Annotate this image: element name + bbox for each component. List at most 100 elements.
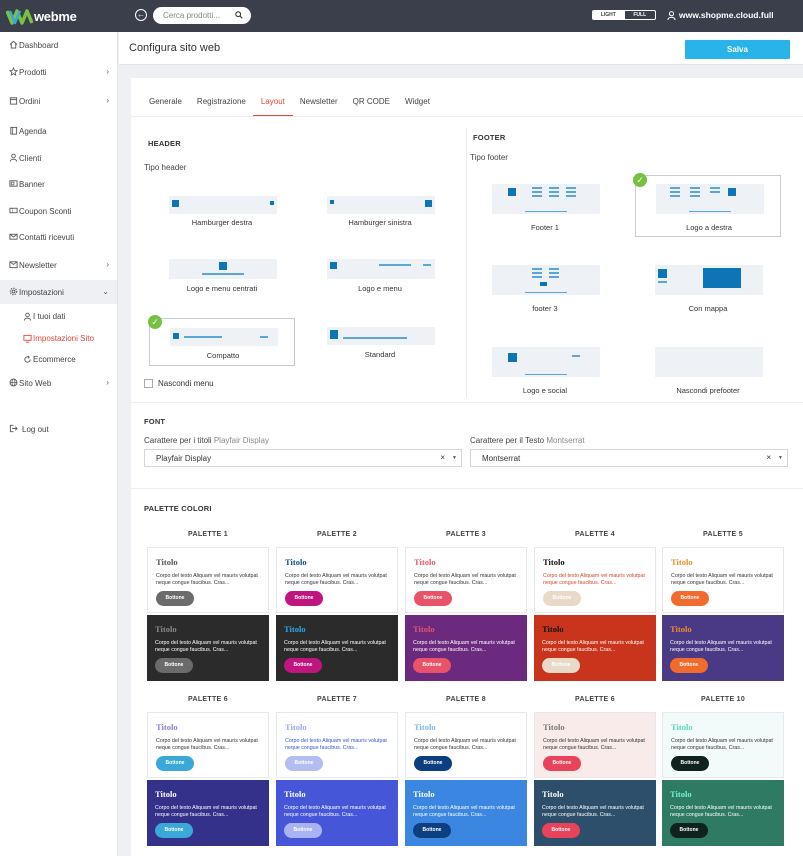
- footer-option-label: Logo e social: [522, 386, 568, 395]
- search-icon[interactable]: [235, 11, 243, 19]
- footer-option-label: Logo a destra: [686, 223, 732, 232]
- sidebar-item-banner[interactable]: Banner: [0, 172, 117, 196]
- sidebar-sub-tuoi-dati[interactable]: I tuoi dati: [0, 307, 117, 325]
- footer-option-footer-1[interactable]: Footer 1: [472, 176, 618, 238]
- sidebar-item-label: Newsletter: [19, 260, 57, 270]
- sample-title: Titolo: [414, 557, 436, 567]
- section-divider: [131, 402, 803, 403]
- sidebar-item-coupon[interactable]: Coupon Sconti: [0, 199, 117, 223]
- chevron-down-icon[interactable]: ▼: [452, 455, 457, 461]
- user-icon: [23, 312, 32, 321]
- sample-title: Titolo: [543, 722, 565, 732]
- sample-button: Bottone: [413, 823, 451, 838]
- sample-body: Corpo del testo Aliquam vel mauris volut…: [155, 640, 257, 653]
- footer-option-footer-3[interactable]: footer 3: [472, 257, 618, 319]
- search-box: [153, 7, 251, 24]
- palette-dark-preview: Titolo Corpo del testo Aliquam vel mauris…: [534, 780, 656, 846]
- sidebar-item-label: Clienti: [19, 153, 42, 163]
- footer-option-con-mappa[interactable]: Con mappa: [635, 257, 781, 319]
- palette-name: PALETTE 2: [317, 531, 357, 538]
- tab-layout[interactable]: Layout: [252, 94, 293, 116]
- section-divider-vertical: [466, 128, 467, 398]
- sample-title: Titolo: [156, 722, 178, 732]
- text-font-select[interactable]: Montserrat × ▼: [470, 449, 788, 467]
- sidebar-item-sito-web[interactable]: Sito Web ›: [0, 371, 117, 395]
- header-preview: [327, 196, 435, 214]
- logo[interactable]: webme: [6, 8, 77, 25]
- sidebar-item-clienti[interactable]: Clienti: [0, 146, 117, 170]
- sample-button: Bottone: [414, 756, 452, 771]
- header-option-logo-e-menu[interactable]: Logo e menu: [307, 256, 453, 304]
- search-input[interactable]: [163, 7, 233, 24]
- sample-button: Bottone: [671, 756, 709, 771]
- brand-name: webme: [34, 9, 77, 24]
- save-button[interactable]: Salva: [685, 40, 790, 59]
- sample-body: Corpo del testo Aliquam vel mauris volut…: [156, 738, 258, 751]
- sidebar-item-newsletter[interactable]: Newsletter ›: [0, 253, 117, 277]
- sidebar-item-contatti[interactable]: Contatti ricevuti: [0, 225, 117, 249]
- sample-title: Titolo: [414, 722, 436, 732]
- header-option-compatto[interactable]: Compatto: [149, 318, 295, 366]
- sidebar-item-impostazioni[interactable]: Impostazioni ⌄: [0, 280, 117, 304]
- mail-icon: [9, 233, 18, 240]
- palette-name: PALETTE 6: [575, 696, 615, 703]
- back-arrow-icon[interactable]: ←: [135, 9, 147, 21]
- chevron-right-icon: ›: [106, 378, 109, 387]
- header-option-hamburger-destra[interactable]: Hamburger destra: [149, 191, 295, 239]
- light-full-toggle[interactable]: LIGHT FULL: [592, 10, 656, 20]
- tab-generale[interactable]: Generale: [149, 97, 182, 106]
- hide-menu-checkbox[interactable]: [144, 379, 153, 388]
- sidebar-item-label: Log out: [22, 424, 49, 434]
- clear-icon[interactable]: ×: [440, 453, 445, 462]
- tab-qr-code[interactable]: QR CODE: [352, 97, 391, 106]
- sidebar-item-logout[interactable]: Log out: [0, 417, 117, 441]
- sidebar-item-agenda[interactable]: Agenda: [0, 119, 117, 143]
- sample-button: Bottone: [156, 756, 194, 771]
- sidebar-item-prodotti[interactable]: Prodotti ›: [0, 60, 117, 84]
- header-option-label: Hamburger sinistra: [348, 218, 412, 227]
- footer-preview: [492, 265, 600, 295]
- footer-option-logo-e-social[interactable]: Logo e social: [472, 339, 618, 401]
- tab-widget[interactable]: Widget: [405, 97, 430, 106]
- sample-body: Corpo del testo Aliquam vel mauris volut…: [670, 640, 772, 653]
- sidebar-sub-ecommerce[interactable]: Ecommerce: [0, 350, 117, 368]
- header-option-hamburger-sinistra[interactable]: Hamburger sinistra: [307, 191, 453, 239]
- hide-menu-label: Nascondi menu: [158, 379, 214, 388]
- header-type-label: Tipo header: [144, 163, 187, 172]
- sample-button: Bottone: [670, 658, 708, 673]
- sample-button: Bottone: [414, 591, 452, 606]
- palette-name: PALETTE 3: [446, 531, 486, 538]
- sample-button: Bottone: [542, 823, 580, 838]
- header-option-logo-menu-centrati[interactable]: Logo e menu centrati: [149, 256, 295, 304]
- sample-body: Corpo del testo Aliquam vel mauris volut…: [542, 640, 644, 653]
- sidebar-sub-impostazioni-sito[interactable]: Impostazioni Sito: [0, 329, 117, 347]
- header-option-standard[interactable]: Standard: [307, 318, 453, 366]
- sidebar-item-dashboard[interactable]: Dashboard: [0, 33, 117, 57]
- sidebar-sub-label: I tuoi dati: [33, 311, 66, 321]
- titles-font-select[interactable]: Playfair Display × ▼: [144, 449, 462, 467]
- sidebar-item-ordini[interactable]: Ordini ›: [0, 89, 117, 113]
- mode-full[interactable]: FULL: [623, 11, 656, 19]
- tab-newsletter[interactable]: Newsletter: [299, 97, 338, 106]
- text-font-value: Montserrat: [482, 454, 521, 463]
- footer-option-logo-a-destra[interactable]: Logo a destra: [635, 175, 781, 237]
- store-user[interactable]: www.shopme.cloud.full: [667, 10, 774, 20]
- sidebar-item-label: Ordini: [19, 96, 41, 106]
- palette-light-preview: Titolo Corpo del testo Aliquam vel mauris…: [662, 712, 784, 778]
- footer-option-nascondi-prefooter[interactable]: Nascondi prefooter: [635, 339, 781, 401]
- chevron-down-icon[interactable]: ▼: [778, 455, 783, 461]
- palette-light-preview: Titolo Corpo del testo Aliquam vel mauris…: [147, 712, 269, 778]
- footer-option-label: Nascondi prefooter: [676, 386, 740, 395]
- sample-title: Titolo: [543, 557, 565, 567]
- mode-light[interactable]: LIGHT: [593, 11, 624, 19]
- hide-menu-option[interactable]: Nascondi menu: [144, 379, 214, 388]
- palette-name: PALETTE 8: [446, 696, 486, 703]
- sample-title: Titolo: [155, 624, 177, 634]
- clear-icon[interactable]: ×: [766, 453, 771, 462]
- palette-dark-preview: Titolo Corpo del testo Aliquam vel mauris…: [662, 615, 784, 681]
- sample-body: Corpo del testo Aliquam vel mauris volut…: [285, 573, 387, 586]
- logout-icon: [9, 424, 18, 433]
- tab-registrazione[interactable]: Registrazione: [196, 97, 246, 106]
- palette-dark-preview: Titolo Corpo del testo Aliquam vel mauris…: [662, 780, 784, 846]
- sample-button: Bottone: [156, 591, 194, 606]
